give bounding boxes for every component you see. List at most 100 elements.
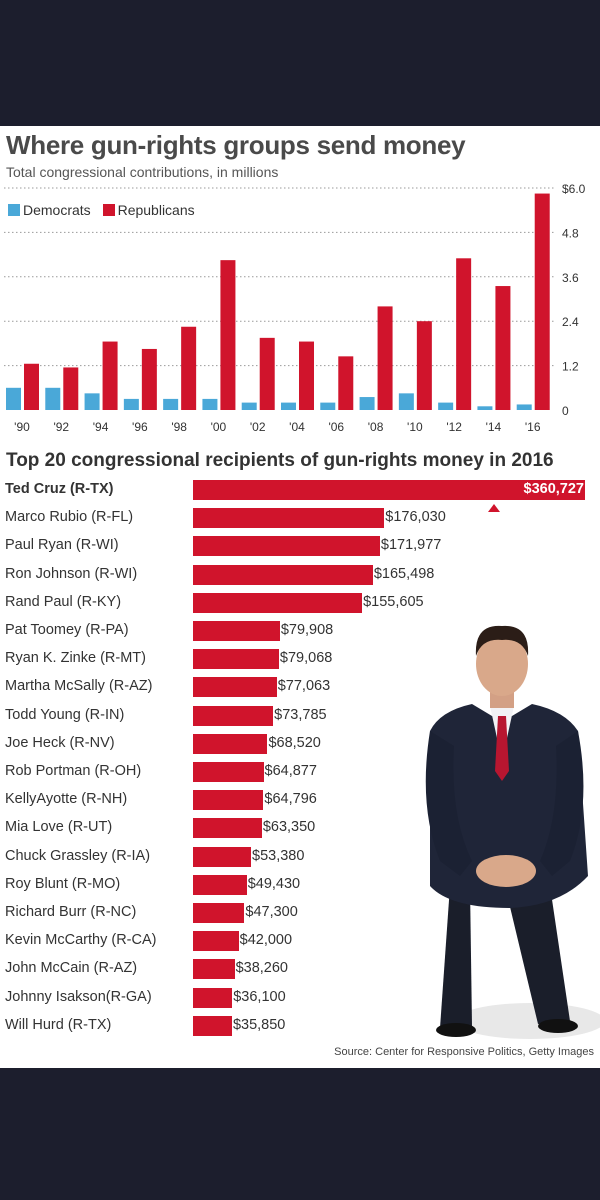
recipient-value: $79,908 (280, 622, 334, 638)
recipient-name: Ryan K. Zinke (R-MT) (5, 650, 146, 667)
recipient-bar (193, 959, 235, 980)
recipient-bar (193, 480, 585, 500)
x-tick-label: '92 (53, 420, 69, 434)
y-tick-label: 2.4 (562, 315, 579, 329)
recipient-bar (193, 1015, 232, 1036)
bar-democrats-90 (6, 387, 21, 410)
recipient-name: Ron Johnson (R-WI) (5, 565, 138, 582)
recipients-title: Top 20 congressional recipients of gun-r… (6, 450, 554, 471)
x-tick-label: '12 (446, 420, 462, 434)
recipient-value: $49,430 (247, 875, 301, 892)
ted-cruz-photo (425, 625, 600, 1039)
recipient-bar (193, 536, 380, 557)
recipient-bar (193, 818, 262, 839)
source-note: Source: Center for Responsive Politics, … (334, 1046, 594, 1058)
legend: Democrats Republicans (8, 202, 203, 218)
legend-swatch-republicans (102, 204, 115, 216)
y-tick-label: 3.6 (562, 271, 579, 285)
recipient-name: Rob Portman (R-OH) (5, 763, 142, 779)
recipient-bar (193, 649, 279, 670)
legend-item-democrats: Democrats (8, 202, 91, 218)
recipient-bar (193, 705, 274, 726)
recipient-name: Johnny Isakson(R-GA) (5, 988, 152, 1005)
recipient-bar (193, 762, 264, 782)
bar-republicans-96 (141, 348, 157, 410)
x-tick-label: '90 (14, 420, 30, 434)
recipient-name: Chuck Grassley (R-IA) (5, 847, 151, 864)
legend-label-republicans: Republicans (117, 202, 195, 218)
bar-democrats-94 (84, 393, 100, 410)
bar-republicans-02 (259, 337, 275, 410)
x-tick-label: '06 (328, 420, 344, 434)
bar-republicans-90 (24, 363, 39, 410)
bar-republicans-00 (220, 260, 236, 410)
bar-republicans-92 (63, 367, 79, 410)
bar-democrats-92 (45, 387, 61, 410)
recipient-bar (193, 508, 385, 529)
x-tick-label: '08 (368, 420, 384, 434)
recipient-bar-list: Ted Cruz (R-TX) $360,727 Marco Rubio (R-FL… (0, 126, 600, 1068)
recipient-value: $155,605 (363, 593, 424, 610)
recipient-value: $36,100 (233, 988, 286, 1005)
bar-democrats-98 (163, 398, 179, 410)
recipient-value: $42,000 (239, 932, 293, 949)
x-tick-label: '02 (250, 420, 266, 434)
chart-title: Where gun-rights groups send money (6, 130, 466, 160)
bar-democrats-08 (359, 397, 375, 410)
recipient-value: $53,380 (252, 847, 305, 864)
recipient-bar (193, 621, 280, 641)
recipient-bar (193, 846, 251, 867)
recipient-bar (193, 733, 268, 754)
bar-democrats-06 (320, 402, 336, 410)
bar-democrats-04 (281, 402, 296, 410)
recipient-name: Todd Young (R-IN) (5, 706, 125, 723)
recipient-name: Martha McSally (R-AZ) (5, 678, 153, 695)
infographic-card: Where gun-rights groups send money Total… (0, 126, 600, 1068)
x-tick-label: '10 (407, 420, 423, 434)
x-tick-label: '14 (486, 420, 502, 434)
x-tick-label: '16 (525, 420, 541, 434)
bar-republicans-04 (299, 341, 314, 410)
recipient-name: John McCain (R-AZ) (5, 960, 138, 977)
recipient-name: Mia Love (R-UT) (5, 819, 113, 836)
bar-republicans-06 (338, 356, 354, 410)
recipient-value: $47,300 (245, 904, 298, 920)
x-tick-label: '98 (171, 420, 187, 434)
bar-democrats-16 (516, 404, 532, 410)
recipient-bar (193, 564, 373, 585)
legend-item-republicans: Republicans (102, 202, 195, 218)
bar-democrats-96 (123, 398, 139, 410)
recipient-name: Joe Heck (R-NV) (5, 734, 115, 751)
chart-subtitle: Total congressional contributions, in mi… (6, 164, 279, 180)
recipient-value: $77,063 (277, 678, 331, 695)
recipient-value: $165,498 (373, 565, 435, 582)
recipient-name: Rand Paul (R-KY) (5, 593, 122, 610)
recipient-name: Pat Toomey (R-PA) (5, 622, 129, 638)
bar-democrats-14 (477, 406, 493, 410)
recipient-value: $64,796 (264, 791, 317, 808)
recipient-value: $176,030 (385, 509, 446, 526)
bar-democrats-02 (241, 402, 257, 410)
recipient-value: $64,877 (264, 763, 317, 779)
x-tick-label: '96 (132, 420, 148, 434)
top-recipient-value: $360,727 (523, 481, 584, 497)
recipient-name: Ted Cruz (R-TX) (5, 481, 114, 497)
recipient-value: $68,520 (268, 734, 321, 751)
legend-label-democrats: Democrats (23, 202, 91, 218)
recipient-value: $73,785 (274, 706, 327, 723)
y-tick-label: 1.2 (562, 360, 579, 374)
x-tick-label: '04 (289, 420, 305, 434)
x-tick-label: '94 (93, 420, 109, 434)
recipient-value: $63,350 (262, 819, 316, 836)
recipient-name: Kevin McCarthy (R-CA) (5, 932, 157, 949)
recipient-bar (193, 903, 245, 923)
pointer-arrow (488, 504, 500, 512)
bar-republicans-12 (456, 258, 472, 410)
bar-republicans-08 (377, 306, 393, 410)
recipient-name: Marco Rubio (R-FL) (5, 509, 134, 526)
bar-republicans-14 (495, 286, 511, 410)
bar-democrats-00 (202, 398, 218, 410)
recipient-value: $38,260 (235, 960, 288, 977)
bar-republicans-94 (102, 341, 118, 410)
bar-republicans-16 (534, 193, 550, 410)
